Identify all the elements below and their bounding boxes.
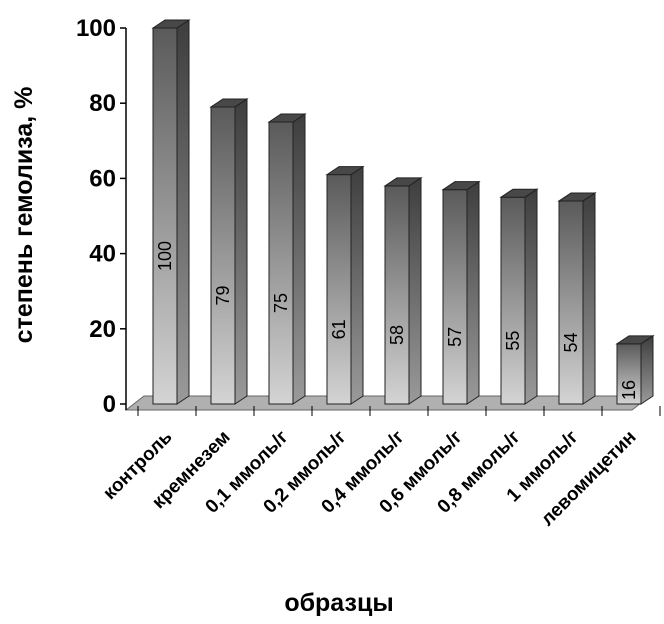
bar xyxy=(383,176,423,405)
y-tick-label: 60 xyxy=(89,165,116,192)
bar-top xyxy=(441,181,481,191)
bar-top xyxy=(325,166,365,176)
data-label: 61 xyxy=(329,319,349,339)
y-tick-label: 80 xyxy=(89,90,116,117)
bar xyxy=(499,188,539,405)
bar-front xyxy=(268,121,294,405)
bar-top xyxy=(557,192,597,202)
y-axis-title: степень гемолиза, % xyxy=(10,87,38,344)
bar-side xyxy=(234,98,248,405)
bar-front xyxy=(558,200,584,405)
bar-front xyxy=(152,27,178,405)
data-label: 54 xyxy=(561,332,581,352)
bar-front xyxy=(326,174,352,405)
bar-side xyxy=(292,113,306,405)
data-label: 58 xyxy=(387,325,407,345)
data-label: 55 xyxy=(503,331,523,351)
bar-front xyxy=(442,189,468,405)
bar-side xyxy=(466,180,480,405)
bar-side xyxy=(640,334,654,405)
bar-top xyxy=(267,113,307,123)
bar xyxy=(325,165,365,405)
data-label: 75 xyxy=(271,293,291,313)
bar xyxy=(209,98,249,405)
x-axis-title: образцы xyxy=(284,589,393,617)
data-label: 100 xyxy=(155,241,175,271)
bar xyxy=(441,180,481,405)
y-tick-label: 20 xyxy=(89,316,116,343)
bar-top xyxy=(209,98,249,108)
bar-top xyxy=(151,19,191,29)
data-label: 57 xyxy=(445,327,465,347)
bar-side xyxy=(582,192,596,405)
bar-front xyxy=(384,185,410,405)
data-label: 16 xyxy=(619,380,639,400)
y-tick-label: 40 xyxy=(89,241,116,268)
bar-side xyxy=(408,176,422,405)
bar xyxy=(267,113,307,405)
bar xyxy=(615,334,655,405)
bar-top xyxy=(615,335,655,345)
bar-front xyxy=(616,343,642,405)
bar-side xyxy=(524,188,538,405)
bar xyxy=(557,192,597,405)
bar xyxy=(151,19,191,405)
bar-front xyxy=(210,106,236,405)
bar-front xyxy=(500,196,526,405)
data-label: 79 xyxy=(213,285,233,305)
bar-top xyxy=(383,177,423,187)
y-tick-label: 100 xyxy=(76,15,116,42)
bar-side xyxy=(350,165,364,405)
bar-top xyxy=(499,188,539,198)
y-tick-label: 0 xyxy=(103,391,116,418)
bar-side xyxy=(176,19,190,405)
